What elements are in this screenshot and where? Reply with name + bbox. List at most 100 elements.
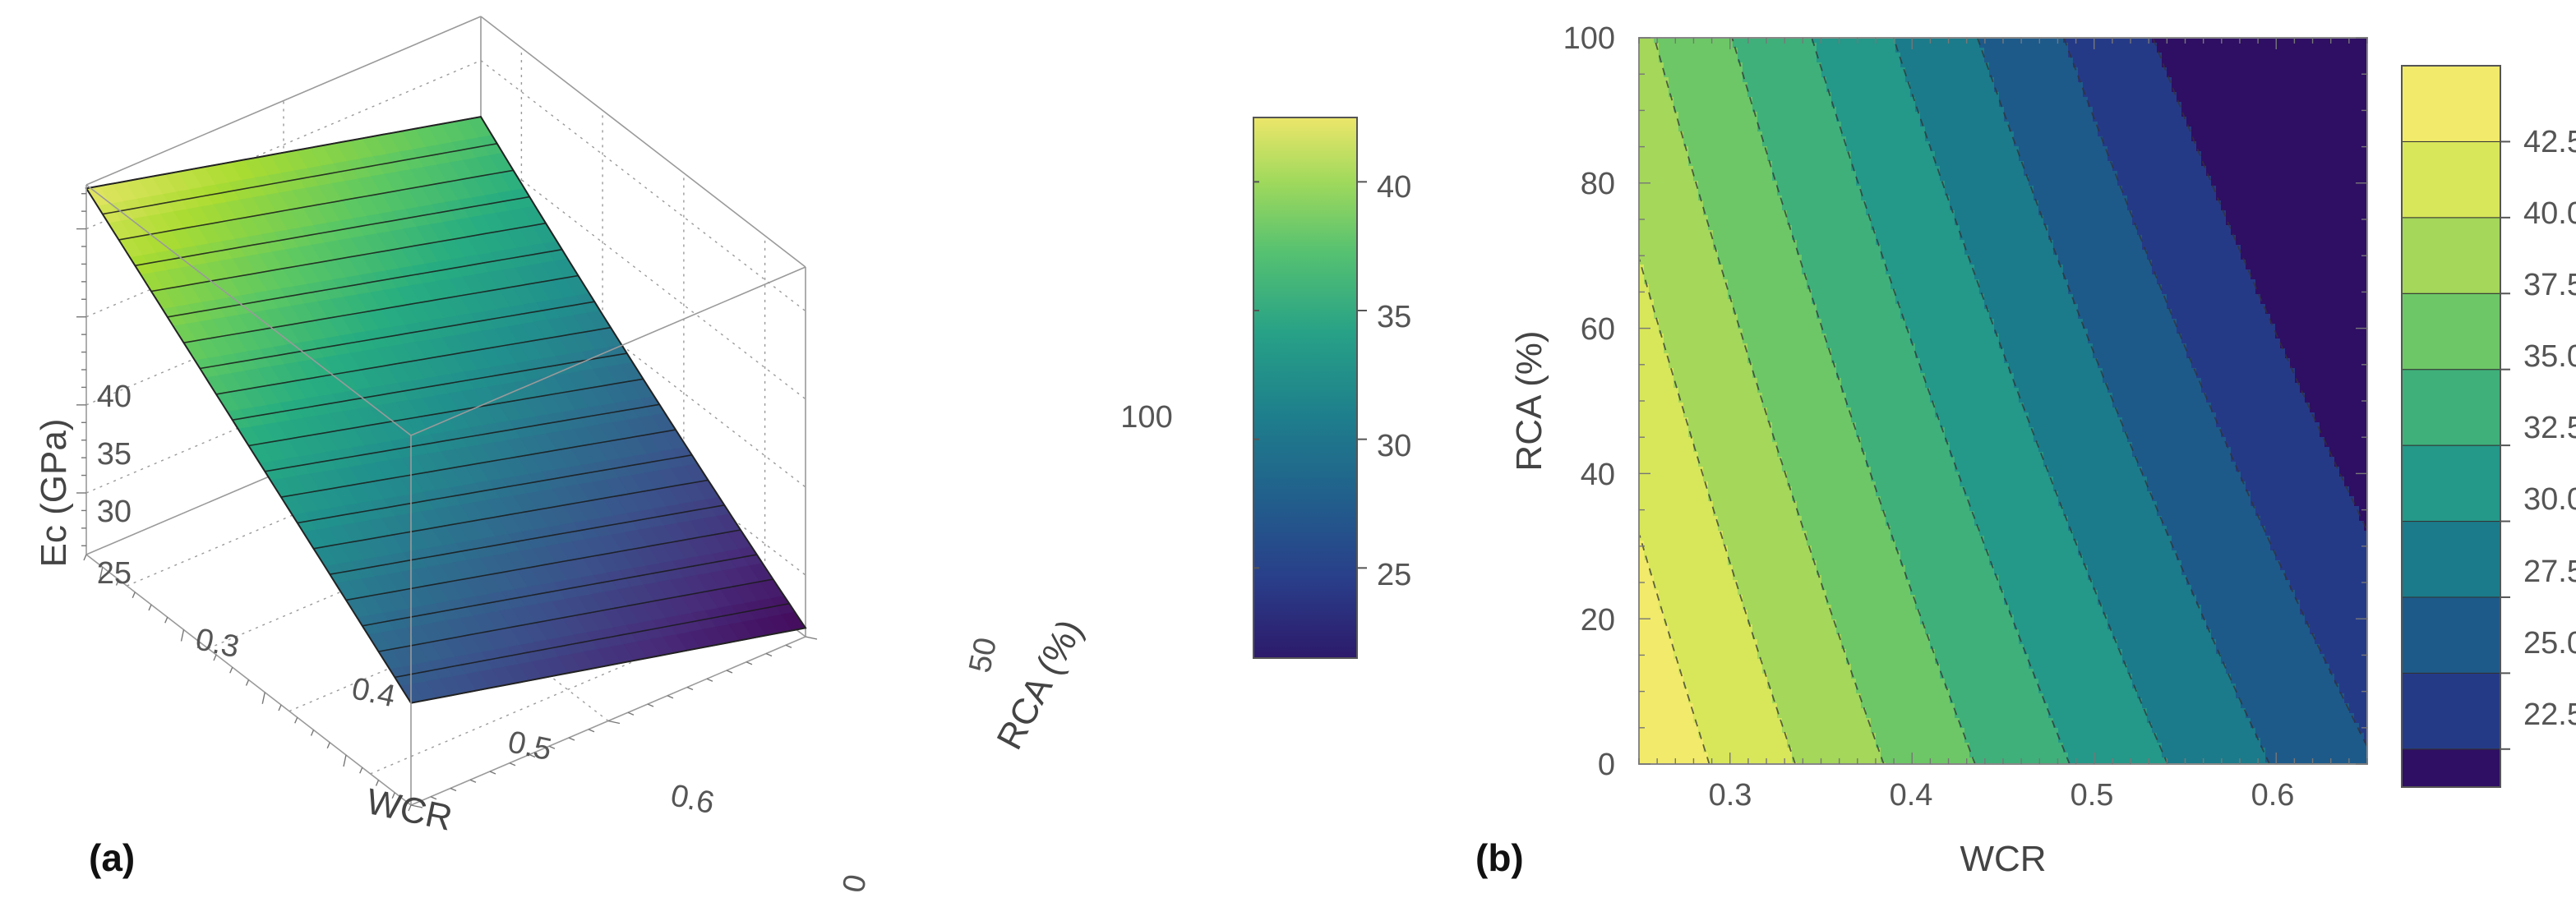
contour-cell (1757, 605, 1763, 610)
contour-cell (1747, 550, 1753, 556)
contour-cell (1678, 127, 1684, 132)
contour-cell (1678, 92, 1684, 98)
contour-cell (1673, 245, 1679, 251)
contour-cell (1693, 304, 1699, 310)
contour-cell (1738, 289, 1743, 295)
contour-cell (1757, 274, 1763, 280)
contour-cell (1678, 368, 1684, 374)
contour-cell (1708, 151, 1714, 157)
contour-cell (1673, 595, 1679, 601)
contour-cell (1698, 506, 1704, 512)
contour-cell (1762, 693, 1768, 699)
contour-cell (1649, 501, 1655, 507)
contour-cell (1752, 575, 1758, 581)
contour-cell (1703, 72, 1709, 78)
contour-cell (1678, 260, 1684, 265)
contour-cell (1703, 186, 1709, 191)
contour-cell (1718, 496, 1724, 502)
contour-cell (1723, 457, 1729, 463)
contour-cell (1669, 393, 1674, 398)
contour-cell (1693, 289, 1699, 295)
contour-cell (1649, 619, 1655, 625)
contour-cell (1757, 738, 1763, 744)
contour-cell (1683, 338, 1689, 344)
contour-cell (1757, 171, 1763, 177)
contour-cell (1654, 501, 1660, 507)
contour-cell (1713, 526, 1719, 532)
contour-cell (1683, 570, 1689, 576)
contour-cell (1728, 674, 1733, 679)
contour-cell (1669, 442, 1674, 448)
contour-cell (1669, 265, 1674, 270)
contour-cell (1723, 304, 1729, 310)
contour-cell (1708, 728, 1714, 734)
tick-mark (295, 717, 298, 723)
contour-cell (1673, 575, 1679, 581)
contour-cell (1723, 511, 1729, 517)
contour-cell (1743, 196, 1748, 201)
contour-cell (1659, 181, 1664, 186)
contour-cell (1743, 289, 1748, 295)
contour-cell (1708, 353, 1714, 359)
contour-cell (1767, 284, 1773, 290)
contour-cell (1743, 491, 1748, 497)
contour-cell (1678, 615, 1684, 620)
contour-cell (1693, 481, 1699, 487)
contour-cell (1728, 309, 1733, 315)
contour-cell (1693, 87, 1699, 93)
contour-cell (1723, 723, 1729, 729)
contour-cell (1669, 403, 1674, 408)
contour-cell (1752, 117, 1758, 122)
contour-cell (1752, 570, 1758, 576)
contour-cell (1698, 92, 1704, 98)
contour-cell (1654, 131, 1660, 137)
contour-cell (1713, 117, 1719, 122)
contour-cell (1644, 664, 1650, 670)
contour-cell (1659, 526, 1664, 532)
contour-cell (1728, 738, 1733, 744)
contour-cell (1757, 200, 1763, 206)
tick-mark (344, 755, 346, 767)
contour-cell (1688, 245, 1694, 251)
contour-cell (1752, 664, 1758, 670)
contour-cell (1708, 664, 1714, 670)
contour-cell (1649, 245, 1655, 251)
contour-cell (1757, 368, 1763, 374)
contour-cell (1738, 511, 1743, 517)
contour-cell (1708, 521, 1714, 527)
contour-cell (1708, 48, 1714, 53)
contour-cell (1703, 378, 1709, 384)
contour-cell (1659, 368, 1664, 374)
contour-cell (1733, 619, 1738, 625)
contour-cell (1654, 265, 1660, 270)
contour-cell (1708, 166, 1714, 172)
contour-cell (1713, 748, 1719, 753)
contour-cell (1767, 427, 1773, 433)
contour-cell (1659, 319, 1664, 325)
contour-cell (1693, 610, 1699, 615)
contour-cell (1664, 102, 1669, 108)
contour-cell (1669, 412, 1674, 418)
contour-cell (1683, 200, 1689, 206)
contour-cell (1649, 669, 1655, 674)
contour-cell (1654, 378, 1660, 384)
contour-cell (1683, 546, 1689, 551)
contour-cell (1659, 575, 1664, 581)
contour-cell (1767, 536, 1773, 541)
contour-cell (1698, 304, 1704, 310)
contour-cell (1649, 92, 1655, 98)
contour-cell (1762, 196, 1768, 201)
tick-mark (687, 688, 693, 690)
contour-cell (1654, 565, 1660, 571)
contour-cell (1752, 486, 1758, 492)
contour-cell (1747, 166, 1753, 172)
contour-cell (1644, 669, 1650, 674)
contour-cell (1693, 245, 1699, 251)
contour-cell (1728, 131, 1733, 137)
contour-cell (1747, 294, 1753, 300)
contour-cell (1713, 373, 1719, 379)
contour-cell (1678, 299, 1684, 305)
ec-tick-label: 40 (97, 380, 132, 414)
contour-cell (1767, 279, 1773, 285)
contour-cell (1767, 407, 1773, 413)
